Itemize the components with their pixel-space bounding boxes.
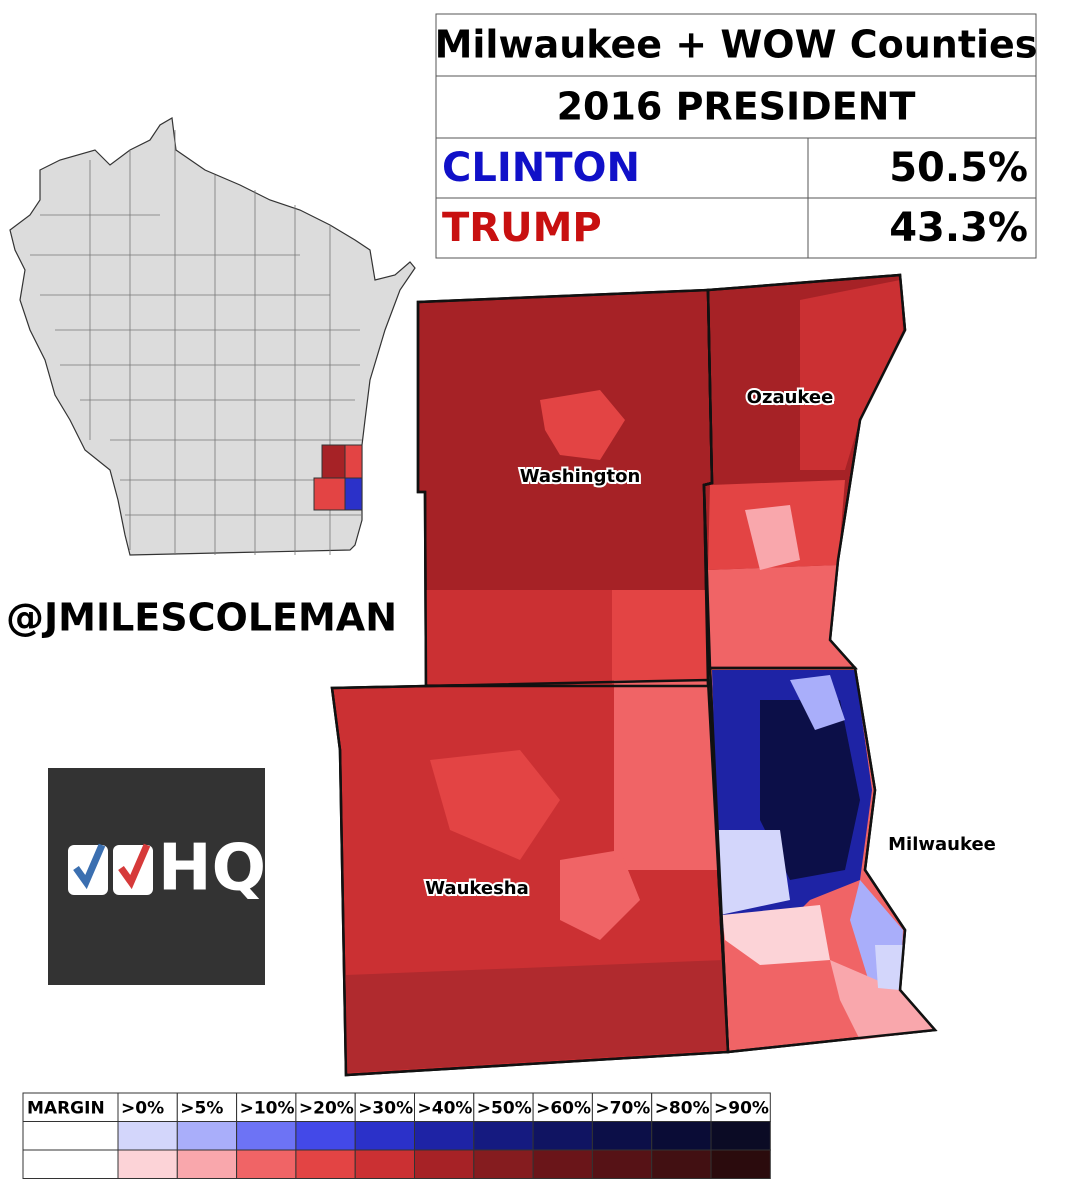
precinct-area [430, 750, 560, 860]
ozaukee-locator [344, 444, 363, 479]
legend-cell [117, 1092, 178, 1122]
county-borders [330, 273, 938, 1077]
legend-title: MARGIN [27, 1098, 105, 1118]
precinct-area [540, 390, 625, 460]
candidate-name: TRUMP [442, 205, 602, 251]
legend-bin-label: >0% [121, 1098, 164, 1118]
legend-swatch [473, 1149, 534, 1179]
legend-bin-label: >40% [418, 1098, 473, 1118]
legend-swatch [295, 1149, 356, 1179]
precinct-area [560, 850, 640, 940]
precinct-area [708, 565, 855, 668]
county-label: Waukesha [425, 878, 529, 899]
legend-bin-label: >80% [655, 1098, 710, 1118]
legend-bin-label: >10% [240, 1098, 295, 1118]
legend-swatch [354, 1149, 416, 1179]
legend-bin-label: >70% [595, 1098, 650, 1118]
legend-swatch [176, 1121, 238, 1151]
cell [435, 137, 809, 199]
washington-locator [321, 444, 346, 479]
legend-swatch [236, 1121, 297, 1151]
legend-bin-label: >30% [358, 1098, 413, 1118]
subtitle-cell [435, 75, 1037, 139]
county-label: Milwaukee [888, 834, 996, 855]
legend-cell [22, 1092, 119, 1122]
precinct-area [716, 830, 790, 915]
legend-swatch [710, 1121, 771, 1151]
cell [807, 137, 1037, 199]
precinct-area [830, 960, 935, 1040]
logo: HQ [48, 768, 266, 985]
legend-swatch [532, 1149, 593, 1179]
precinct-area [612, 590, 708, 684]
legend-bin-label: >5% [180, 1098, 223, 1118]
county-grid [30, 130, 362, 555]
legend-bin-label: >20% [299, 1098, 354, 1118]
legend-swatch [532, 1121, 593, 1151]
legend-swatch [236, 1149, 297, 1179]
county-label: Washington [520, 466, 641, 487]
state-outline [9, 117, 416, 556]
logo-check [73, 843, 106, 890]
precinct-shading [346, 280, 935, 1073]
candidate-name: CLINTON [442, 145, 640, 191]
legend: MARGIN >0% >5% >10% >20% >30% >40% >50% >60% >70%… [22, 1092, 771, 1179]
legend-swatch [295, 1121, 356, 1151]
legend-swatch [176, 1149, 238, 1179]
legend-swatch [117, 1121, 178, 1151]
legend-swatch [591, 1149, 653, 1179]
title: Milwaukee + WOW Counties [435, 23, 1038, 67]
legend-swatch [414, 1121, 475, 1151]
logo-check [118, 843, 151, 890]
precinct-area [875, 945, 903, 990]
state-map [9, 117, 416, 556]
legend-cell [22, 1149, 119, 1179]
county-labels: Washington Ozaukee Waukesha Milwaukee [423, 385, 998, 901]
waukesha-locator [313, 477, 346, 511]
legend-swatch [710, 1149, 771, 1179]
precinct-area [614, 680, 718, 870]
precinct-area [800, 280, 903, 470]
legend-swatch [651, 1121, 712, 1151]
precinct-area [760, 700, 860, 880]
legend-cell [176, 1092, 238, 1122]
logo-text: HQ [158, 832, 266, 906]
precinct-area [722, 905, 830, 965]
legend-cell [651, 1092, 712, 1122]
legend-swatch [354, 1121, 416, 1151]
legend-cell [22, 1121, 119, 1151]
subtitle: 2016 PRESIDENT [557, 85, 916, 129]
legend-cell [236, 1092, 297, 1122]
precinct-area [745, 505, 800, 570]
vote-share: 50.5% [889, 145, 1028, 191]
legend-swatch [651, 1149, 712, 1179]
legend-swatch [414, 1149, 475, 1179]
milwaukee-locator [344, 477, 363, 511]
county-label: Ozaukee [747, 387, 834, 408]
legend-swatch [473, 1121, 534, 1151]
precinct-area [346, 960, 728, 1073]
legend-cell [295, 1092, 356, 1122]
results-table: Milwaukee + WOW Counties 2016 PRESIDENT … [435, 13, 1038, 259]
author-handle: @JMILESCOLEMAN [6, 596, 397, 640]
legend-bin-label: >50% [477, 1098, 532, 1118]
precinct-area [790, 675, 845, 730]
legend-bin-label: >60% [536, 1098, 591, 1118]
legend-swatch [591, 1121, 653, 1151]
vote-share: 43.3% [889, 205, 1028, 251]
legend-bin-label: >90% [714, 1098, 769, 1118]
cell [807, 197, 1037, 259]
legend-swatch [117, 1149, 178, 1179]
legend-cell [591, 1092, 653, 1122]
title-cell [435, 13, 1037, 77]
